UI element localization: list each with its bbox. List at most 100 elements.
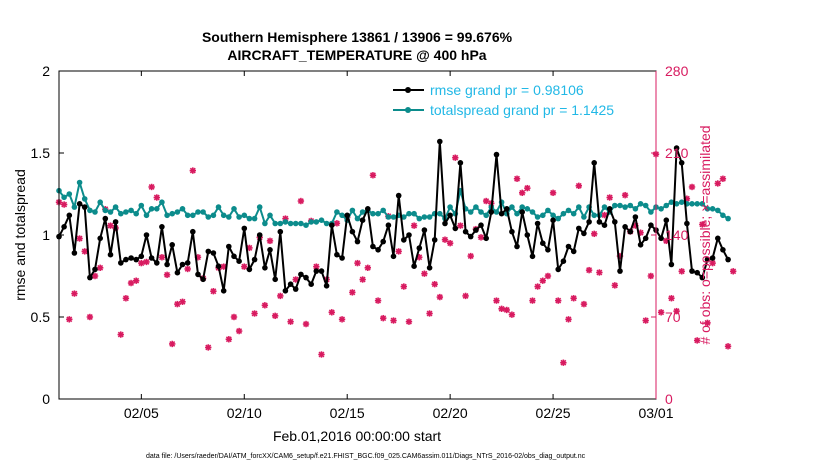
rmse-point: [200, 276, 206, 283]
totalspread-point: [313, 219, 320, 225]
rmse-point: [416, 245, 423, 251]
y-right-tick-label: 210: [665, 145, 689, 161]
totalspread-point: [210, 212, 217, 219]
obs-possible-point: [580, 300, 588, 308]
obs-possible-point: [693, 337, 701, 344]
x-tick-label: 02/20: [433, 405, 468, 421]
totalspread-point: [385, 214, 392, 220]
obs-possible-point: [410, 222, 418, 229]
rmse-point: [97, 235, 103, 242]
rmse-point: [617, 268, 623, 274]
obs-possible-point: [349, 289, 356, 296]
totalspread-point: [390, 214, 397, 220]
obs-possible-point: [354, 259, 361, 267]
rmse-point: [524, 232, 531, 238]
obs-possible-point: [421, 270, 428, 277]
obs-possible-point: [575, 182, 583, 189]
obs-possible-point: [251, 310, 258, 317]
rmse-point: [246, 266, 253, 273]
obs-possible-point: [441, 236, 449, 243]
obs-possible-point: [107, 222, 114, 229]
obs-possible-point: [169, 340, 176, 348]
rmse-point: [385, 222, 392, 228]
totalspread-point: [617, 202, 623, 209]
obs-possible-point: [524, 184, 531, 192]
rmse-point: [663, 217, 670, 223]
totalspread-point: [483, 212, 490, 219]
totalspread-point: [663, 202, 670, 209]
rmse-point: [632, 214, 639, 220]
totalspread-point: [200, 209, 206, 215]
rmse-point: [267, 247, 273, 253]
rmse-point: [287, 281, 294, 288]
totalspread-point: [76, 179, 83, 186]
rmse-point: [318, 268, 325, 274]
obs-possible-point: [621, 191, 629, 199]
x-tick-label: 03/01: [638, 405, 673, 421]
rmse-point: [66, 212, 73, 219]
rmse-point: [570, 248, 577, 255]
rmse-point: [591, 160, 597, 166]
totalspread-point: [401, 214, 407, 220]
obs-possible-point: [235, 327, 243, 335]
x-tick-label: 02/15: [330, 405, 365, 421]
totalspread-point: [699, 201, 706, 207]
obs-possible-point: [431, 281, 438, 288]
totalspread-point: [416, 215, 423, 222]
obs-possible-point: [179, 298, 186, 305]
rmse-point: [344, 212, 351, 219]
y-right-tick-label: 0: [665, 391, 673, 407]
rmse-point: [370, 243, 376, 250]
y-axis-label-left: rmse and totalspread: [12, 169, 28, 301]
x-tick-label: 02/05: [124, 405, 159, 421]
totalspread-point: [236, 214, 242, 220]
rmse-point: [426, 265, 433, 271]
obs-possible-point: [148, 183, 155, 191]
rmse-point: [431, 237, 438, 243]
y-left-tick-label: 0.5: [31, 309, 51, 325]
totalspread-point: [560, 210, 567, 217]
rmse-point: [437, 138, 443, 145]
obs-possible-point: [230, 313, 238, 321]
obs-possible-point: [395, 248, 402, 255]
totalspread-point: [277, 220, 284, 227]
obs-possible-point: [359, 276, 366, 283]
obs-possible-point: [127, 279, 135, 287]
rmse-point: [375, 247, 381, 253]
totalspread-point: [267, 212, 273, 219]
x-tick-label: 02/25: [536, 405, 571, 421]
totalspread-point: [473, 204, 479, 210]
totalspread-point: [323, 220, 330, 227]
rmse-point: [406, 232, 412, 238]
totalspread-point: [370, 210, 376, 217]
rmse-point: [76, 201, 83, 207]
rmse-point: [483, 235, 490, 242]
rmse-point: [576, 225, 582, 232]
totalspread-point: [601, 204, 608, 210]
totalspread-point: [375, 210, 381, 217]
totalspread-point: [591, 212, 597, 219]
rmse-point: [354, 238, 361, 245]
y-axis-label-right: # of obs: o=possible; ×=assimilated: [697, 125, 713, 344]
rmse-point: [395, 192, 402, 199]
totalspread-point: [349, 207, 356, 214]
rmse-point: [540, 240, 546, 246]
obs-possible-point: [66, 316, 73, 323]
legend-rmse-marker: [405, 87, 411, 93]
rmse-point: [277, 228, 284, 235]
totalspread-point: [519, 204, 525, 210]
obs-possible-point: [503, 306, 510, 314]
rmse-point: [586, 219, 592, 225]
totalspread-point: [318, 217, 325, 223]
totalspread-point: [97, 199, 103, 205]
totalspread-point: [689, 201, 695, 207]
totalspread-point: [380, 207, 387, 214]
obs-possible-point: [591, 230, 598, 238]
rmse-point: [272, 276, 279, 283]
rmse-point: [390, 253, 397, 260]
rmse-point: [102, 215, 109, 222]
totalspread-point: [246, 215, 253, 222]
totalspread-point: [668, 199, 675, 205]
rmse-point: [648, 222, 654, 228]
totalspread-point: [493, 209, 500, 215]
